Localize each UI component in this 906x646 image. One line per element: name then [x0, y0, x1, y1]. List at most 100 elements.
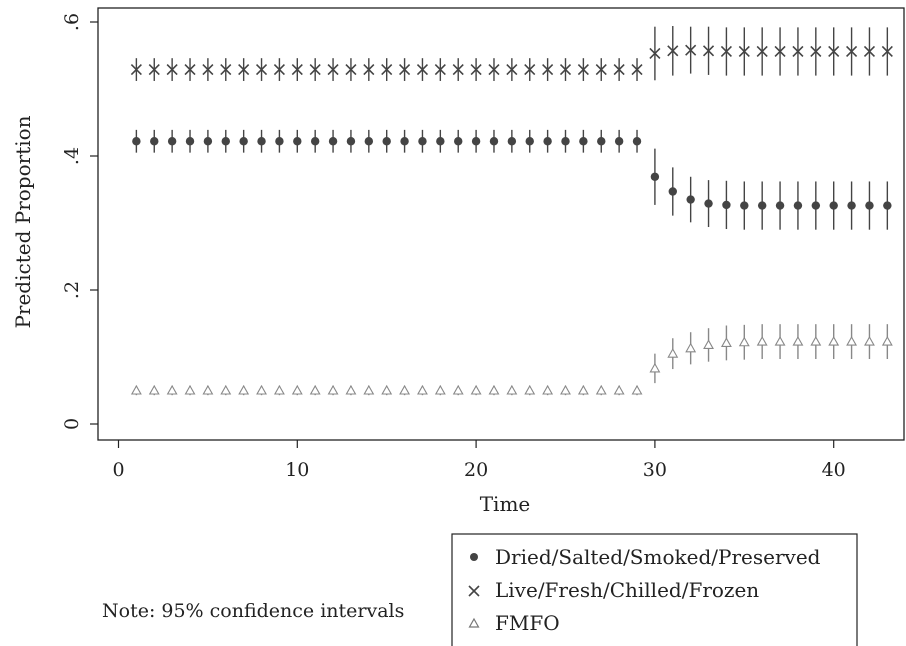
point-dried: [418, 137, 427, 146]
point-fmfo: [810, 335, 822, 346]
legend-box: [451, 533, 858, 646]
point-live: [774, 45, 786, 58]
point-fmfo: [273, 384, 285, 395]
point-fmfo: [220, 384, 232, 395]
point-dried: [382, 137, 391, 146]
point-live: [685, 44, 697, 56]
point-dried: [579, 137, 588, 146]
x-tick-label: 40: [822, 459, 846, 481]
point-fmfo: [792, 335, 804, 346]
point-fmfo: [631, 384, 643, 395]
point-live: [220, 64, 232, 76]
point-fmfo: [488, 384, 500, 395]
point-dried: [436, 137, 445, 146]
point-fmfo: [506, 384, 518, 395]
point-fmfo: [685, 342, 697, 353]
point-dried: [740, 201, 749, 210]
point-fmfo: [560, 384, 571, 395]
point-fmfo: [148, 384, 160, 395]
legend: Dried/Salted/Smoked/Preserved Live/Fresh…: [451, 533, 858, 646]
plot-frame: [97, 7, 905, 441]
point-fmfo: [470, 384, 482, 395]
point-dried: [793, 201, 803, 210]
point-live: [738, 45, 750, 58]
point-dried: [293, 137, 302, 146]
y-tick-label: 0: [61, 418, 83, 430]
point-fmfo: [381, 384, 393, 395]
point-dried: [597, 137, 606, 146]
point-dried: [686, 195, 695, 204]
legend-marker-live: [468, 585, 480, 597]
point-live: [542, 64, 554, 76]
x-tick-label: 20: [464, 459, 488, 481]
point-fmfo: [881, 335, 893, 346]
point-live: [184, 64, 196, 76]
point-live: [452, 64, 464, 76]
x-tick-label: 0: [112, 459, 124, 481]
point-live: [667, 45, 679, 57]
point-dried: [489, 137, 499, 146]
axes: 0 10 20 30 40 0 .2 .4 .6: [61, 13, 846, 481]
point-live: [345, 64, 357, 76]
point-fmfo: [363, 384, 375, 395]
x-tick-label: 10: [285, 459, 309, 481]
point-fmfo: [524, 384, 536, 395]
x-tick-label: 30: [643, 459, 667, 481]
point-dried: [257, 137, 266, 146]
point-live: [649, 47, 661, 60]
point-fmfo: [452, 384, 464, 395]
point-dried: [614, 137, 624, 146]
y-tick-label: .6: [61, 13, 83, 31]
point-fmfo: [703, 339, 714, 349]
point-live: [702, 45, 715, 57]
point-live: [434, 64, 446, 76]
point-live: [810, 45, 822, 58]
point-dried: [221, 137, 230, 146]
point-fmfo: [720, 337, 732, 347]
point-live: [595, 64, 607, 76]
point-live: [202, 64, 214, 76]
y-tick-label: .2: [61, 281, 83, 299]
point-fmfo: [846, 335, 858, 346]
legend-label-dried: Dried/Salted/Smoked/Preserved: [495, 545, 821, 569]
point-fmfo: [256, 384, 267, 395]
point-live: [291, 64, 303, 76]
point-live: [148, 64, 160, 76]
point-live: [577, 64, 589, 76]
point-fmfo: [542, 384, 554, 395]
point-dried: [507, 137, 517, 146]
point-live: [327, 64, 339, 76]
point-fmfo: [864, 335, 875, 346]
point-dried: [561, 137, 570, 146]
y-axis-title: Predicted Proportion: [11, 115, 35, 328]
point-live: [255, 64, 268, 76]
note-text: Note: 95% confidence intervals: [102, 600, 404, 622]
point-fmfo: [613, 384, 625, 395]
point-dried: [150, 137, 159, 146]
point-dried: [239, 137, 248, 146]
point-dried: [185, 137, 195, 146]
point-dried: [722, 200, 731, 210]
point-fmfo: [667, 348, 679, 358]
point-dried: [668, 187, 677, 196]
point-live: [166, 64, 178, 76]
point-fmfo: [166, 384, 178, 395]
point-live: [613, 64, 625, 76]
point-dried: [632, 137, 642, 146]
point-live: [559, 64, 572, 76]
point-live: [381, 64, 393, 76]
point-fmfo: [291, 384, 303, 395]
point-live: [792, 45, 804, 58]
point-dried: [328, 137, 338, 146]
point-fmfo: [417, 384, 428, 395]
point-dried: [811, 201, 821, 210]
point-dried: [471, 137, 481, 146]
point-fmfo: [184, 384, 196, 395]
point-dried: [400, 137, 409, 146]
point-dried: [865, 201, 874, 210]
point-dried: [704, 199, 713, 208]
point-live: [363, 64, 375, 76]
point-live: [488, 64, 500, 76]
point-fmfo: [345, 384, 357, 395]
y-tick-label: .4: [61, 147, 83, 165]
